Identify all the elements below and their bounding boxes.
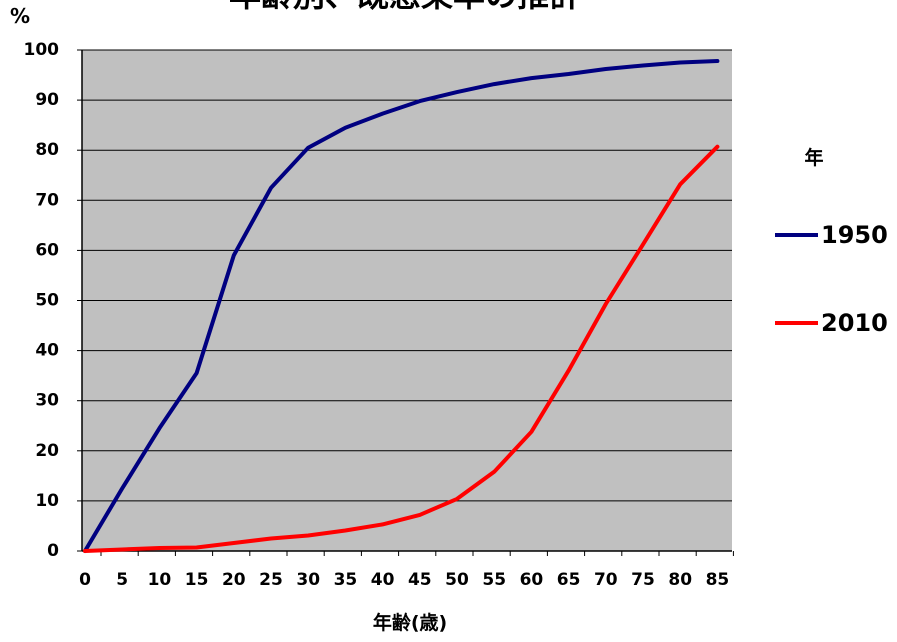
y-tick-label: 80 <box>35 140 59 160</box>
legend-label-2010: 2010 <box>821 309 888 337</box>
x-tick-label: 60 <box>520 570 544 590</box>
x-tick-label: 20 <box>222 570 246 590</box>
series-line-2010 <box>83 144 720 553</box>
y-tick-label: 70 <box>35 190 59 210</box>
x-tick-label: 0 <box>79 570 91 590</box>
x-tick-label: 15 <box>185 570 209 590</box>
y-tick-label: 60 <box>35 240 59 260</box>
x-tick-label: 50 <box>445 570 469 590</box>
y-tick-label: 30 <box>35 391 59 411</box>
x-tick-labels: 0 5 10 15 20 25 30 35 40 45 50 55 60 65 70 75 80 85 <box>79 570 729 590</box>
y-tick-label: 0 <box>47 541 59 561</box>
series-line-1950 <box>83 59 720 553</box>
x-tick-label: 45 <box>408 570 432 590</box>
y-tick-label: 20 <box>35 441 59 461</box>
series-lines <box>83 59 720 553</box>
x-tick-label: 35 <box>334 570 358 590</box>
legend-title: 年 <box>804 146 823 169</box>
x-tick-label: 40 <box>371 570 395 590</box>
x-axis-label: 年齢(歳) <box>373 611 447 634</box>
y-tick-label: 90 <box>35 90 59 110</box>
legend: 年 1950 2010 <box>775 146 888 337</box>
x-tick-label: 55 <box>482 570 506 590</box>
y-tick-label: 10 <box>35 491 59 511</box>
x-tick-label: 85 <box>706 570 730 590</box>
x-tick-label: 75 <box>631 570 655 590</box>
chart-title: 年齢別、既感染率の推計 <box>229 0 581 14</box>
x-tick-label: 10 <box>148 570 172 590</box>
axes <box>77 49 734 556</box>
x-tick-label: 30 <box>296 570 320 590</box>
x-tick-label: 80 <box>668 570 692 590</box>
y-tick-labels: 0 10 20 30 40 50 60 70 80 90 100 <box>24 40 60 561</box>
y-tick-label: 50 <box>35 291 59 311</box>
y-tick-label: 40 <box>35 341 59 361</box>
x-tick-label: 25 <box>259 570 283 590</box>
x-tick-label: 70 <box>594 570 618 590</box>
legend-label-1950: 1950 <box>821 221 888 249</box>
gridlines <box>82 49 732 502</box>
x-tick-label: 5 <box>116 570 128 590</box>
y-axis-label: % <box>10 4 30 28</box>
y-tick-label: 100 <box>24 40 60 60</box>
x-tick-label: 65 <box>557 570 581 590</box>
legend-items: 1950 2010 <box>775 221 888 337</box>
